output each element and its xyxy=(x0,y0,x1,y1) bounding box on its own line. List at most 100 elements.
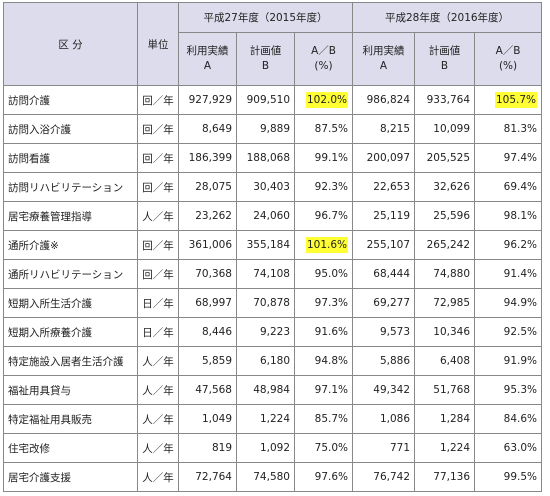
cell: 101.6% xyxy=(293,230,354,260)
cell: 25,119 xyxy=(352,201,416,231)
table-row: 居宅療養管理指導 人／年 23,262 24,060 96.7% 25,119 25,596… xyxy=(3,201,543,231)
cell: 927,929 xyxy=(178,85,237,115)
cell: 福祉用具貸与 xyxy=(3,375,138,405)
cell: 短期入所生活介護 xyxy=(3,288,138,318)
table-header: 区 分 単位 平成27年度（2015年度） 平成28年度（2016年度） 利用実… xyxy=(3,2,543,86)
cell: 5,886 xyxy=(352,346,416,376)
cell: 25,596 xyxy=(414,201,476,231)
cell: 92.5% xyxy=(474,317,543,347)
cell: 68,997 xyxy=(178,288,237,318)
year-header: 平成27年度（2015年度） xyxy=(177,2,354,33)
data-table: 区 分 単位 平成27年度（2015年度） 平成28年度（2016年度） 利用実… xyxy=(3,2,543,492)
cell: 8,649 xyxy=(178,114,237,144)
cell: 74,580 xyxy=(236,462,295,492)
cell: 8,446 xyxy=(178,317,237,347)
cell: 97.1% xyxy=(293,375,354,405)
cell: 回／年 xyxy=(137,143,179,173)
table-row: 訪問看護 回／年 186,399 188,068 99.1% 200,097 205,525… xyxy=(3,143,543,173)
sub-header: 計画値 B xyxy=(236,32,295,86)
sub-header: A／B (%) xyxy=(293,32,354,86)
cell: 819 xyxy=(178,433,237,463)
cell: 日／年 xyxy=(137,317,179,347)
cell: 1,284 xyxy=(414,404,476,434)
highlighted-value: 105.7% xyxy=(494,92,538,108)
cell: 69,277 xyxy=(352,288,416,318)
cell: 特定施設入居者生活介護 xyxy=(3,346,138,376)
cell: 短期入所療養介護 xyxy=(3,317,138,347)
table-row: 特定福祉用具販売 人／年 1,049 1,224 85.7% 1,086 1,284 84.6… xyxy=(3,404,543,434)
cell: 1,092 xyxy=(236,433,295,463)
cell: 94.8% xyxy=(293,346,354,376)
cell: 居宅療養管理指導 xyxy=(3,201,138,231)
cell: 98.1% xyxy=(474,201,543,231)
table-row: 通所リハビリテーション 回／年 70,368 74,108 95.0% 68,444 74,… xyxy=(3,259,543,289)
cell: 99.1% xyxy=(293,143,354,173)
cell: 1,224 xyxy=(414,433,476,463)
cell: 1,224 xyxy=(236,404,295,434)
cell: 49,342 xyxy=(352,375,416,405)
cell: 8,215 xyxy=(352,114,416,144)
cell: 人／年 xyxy=(137,404,179,434)
cell: 81.3% xyxy=(474,114,543,144)
cell: 771 xyxy=(352,433,416,463)
cell: 85.7% xyxy=(293,404,354,434)
cell: 日／年 xyxy=(137,288,179,318)
cell: 63.0% xyxy=(474,433,543,463)
cell: 68,444 xyxy=(352,259,416,289)
table-body: 訪問介護 回／年 927,929 909,510 102.0% 986,824 933,76… xyxy=(3,85,543,492)
cell: 99.5% xyxy=(474,462,543,492)
cell: 32,626 xyxy=(414,172,476,202)
cell: 72,985 xyxy=(414,288,476,318)
cell: 75.0% xyxy=(293,433,354,463)
sub-header: 利用実績 A xyxy=(178,32,237,86)
cell: 10,099 xyxy=(414,114,476,144)
cell: 訪問リハビリテーション xyxy=(3,172,138,202)
cell: 355,184 xyxy=(236,230,295,260)
cell: 住宅改修 xyxy=(3,433,138,463)
cell: 200,097 xyxy=(352,143,416,173)
cell: 訪問入浴介護 xyxy=(3,114,138,144)
highlighted-value: 102.0% xyxy=(305,92,349,108)
table-row: 訪問入浴介護 回／年 8,649 9,889 87.5% 8,215 10,099 81.3% xyxy=(3,114,543,144)
table-row: 短期入所療養介護 日／年 8,446 9,223 91.6% 9,573 10,346 92.… xyxy=(3,317,543,347)
cell: 74,108 xyxy=(236,259,295,289)
cell: 97.6% xyxy=(293,462,354,492)
cell: 265,242 xyxy=(414,230,476,260)
cell: 105.7% xyxy=(474,85,543,115)
table-row: 短期入所生活介護 日／年 68,997 70,878 97.3% 69,277 72,985… xyxy=(3,288,543,318)
cell: 24,060 xyxy=(236,201,295,231)
cell: 186,399 xyxy=(178,143,237,173)
cell: 5,859 xyxy=(178,346,237,376)
table-row: 訪問介護 回／年 927,929 909,510 102.0% 986,824 933,76… xyxy=(3,85,543,115)
cell: 102.0% xyxy=(293,85,354,115)
cell: 255,107 xyxy=(352,230,416,260)
category-header: 区 分 xyxy=(3,2,138,86)
cell: 9,889 xyxy=(236,114,295,144)
cell: 人／年 xyxy=(137,375,179,405)
cell: 91.9% xyxy=(474,346,543,376)
cell: 28,075 xyxy=(178,172,237,202)
cell: 6,408 xyxy=(414,346,476,376)
table-row: 特定施設入居者生活介護 人／年 5,859 6,180 94.8% 5,886 6,408 9… xyxy=(3,346,543,376)
cell: 91.4% xyxy=(474,259,543,289)
cell: 10,346 xyxy=(414,317,476,347)
cell: 人／年 xyxy=(137,462,179,492)
cell: 訪問介護 xyxy=(3,85,138,115)
cell: 48,984 xyxy=(236,375,295,405)
cell: 47,568 xyxy=(178,375,237,405)
sub-header: 計画値 B xyxy=(414,32,476,86)
cell: 74,880 xyxy=(414,259,476,289)
cell: 人／年 xyxy=(137,201,179,231)
cell: 69.4% xyxy=(474,172,543,202)
cell: 986,824 xyxy=(352,85,416,115)
unit-header: 単位 xyxy=(137,2,179,86)
cell: 人／年 xyxy=(137,346,179,376)
cell: 居宅介護支援 xyxy=(3,462,138,492)
cell: 回／年 xyxy=(137,259,179,289)
table-row: 住宅改修 人／年 819 1,092 75.0% 771 1,224 63.0% xyxy=(3,433,543,463)
cell: 1,049 xyxy=(178,404,237,434)
sub-header: 利用実績 A xyxy=(352,32,416,86)
table-row: 訪問リハビリテーション 回／年 28,075 30,403 92.3% 22,653 32,… xyxy=(3,172,543,202)
cell: 72,764 xyxy=(178,462,237,492)
